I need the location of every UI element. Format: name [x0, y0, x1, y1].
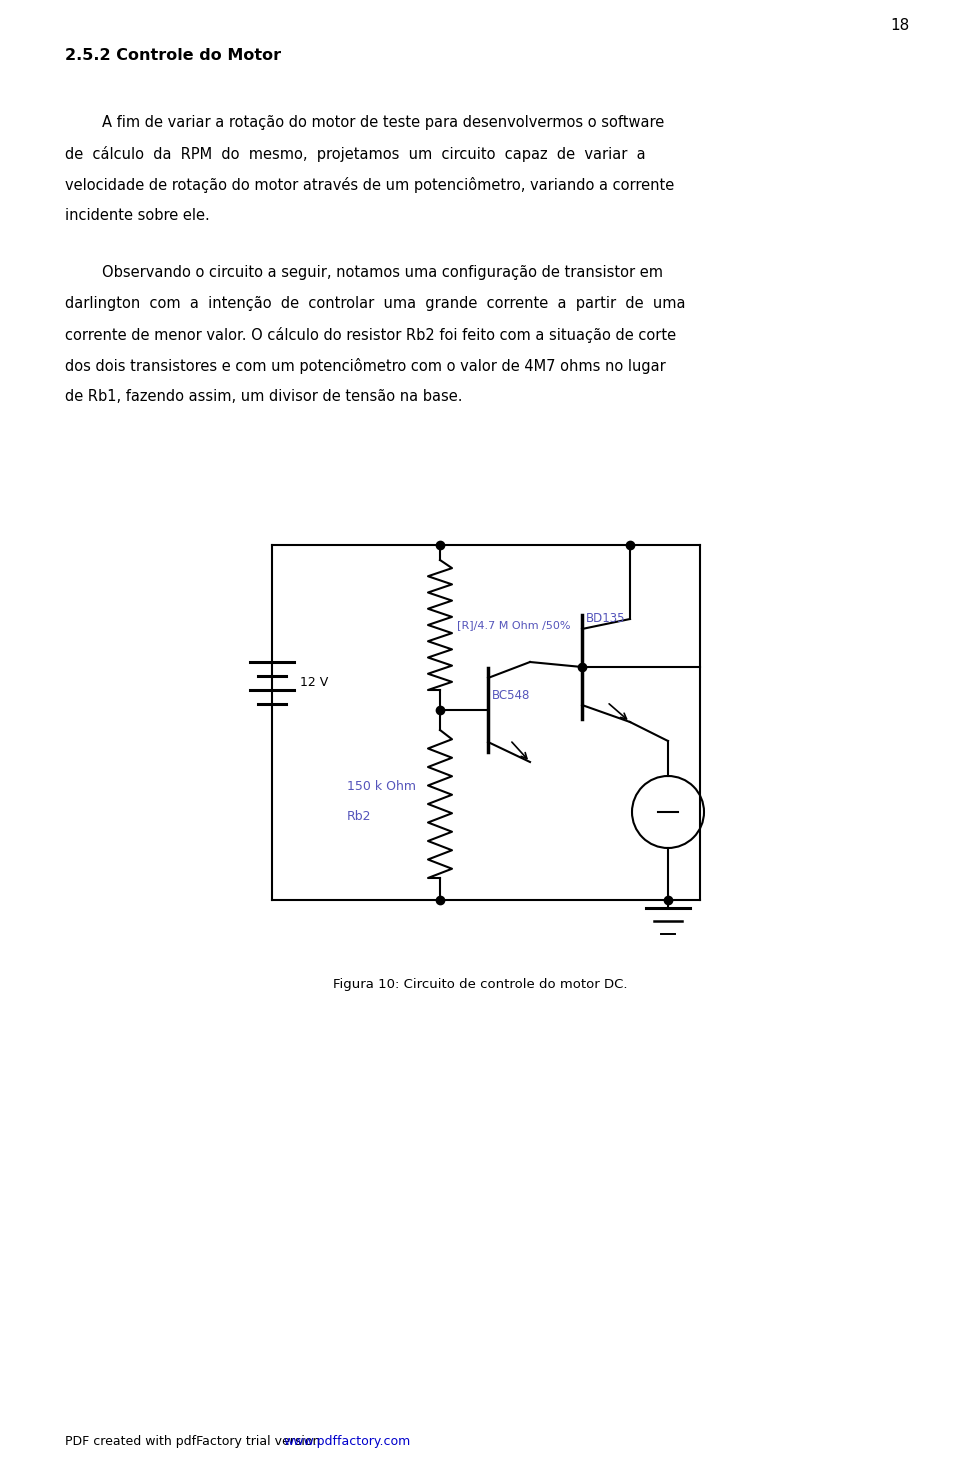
Text: Observando o circuito a seguir, notamos uma configuração de transistor em: Observando o circuito a seguir, notamos … [65, 266, 663, 280]
Text: PDF created with pdfFactory trial version: PDF created with pdfFactory trial versio… [65, 1436, 324, 1447]
Text: A fim de variar a rotação do motor de teste para desenvolvermos o software: A fim de variar a rotação do motor de te… [65, 115, 664, 131]
Text: de  cálculo  da  RPM  do  mesmo,  projetamos  um  circuito  capaz  de  variar  a: de cálculo da RPM do mesmo, projetamos u… [65, 145, 646, 161]
Text: incidente sobre ele.: incidente sobre ele. [65, 208, 209, 223]
Text: Rb2: Rb2 [347, 809, 372, 822]
Text: 12 V: 12 V [300, 677, 328, 690]
Text: 2.5.2 Controle do Motor: 2.5.2 Controle do Motor [65, 48, 281, 63]
Text: BD135: BD135 [586, 612, 626, 625]
Text: velocidade de rotação do motor através de um potenciômetro, variando a corrente: velocidade de rotação do motor através d… [65, 178, 674, 192]
Text: Figura 10: Circuito de controle do motor DC.: Figura 10: Circuito de controle do motor… [333, 978, 627, 991]
Text: 150 k Ohm: 150 k Ohm [347, 780, 416, 793]
Text: dos dois transistores e com um potenciômetro com o valor de 4M7 ohms no lugar: dos dois transistores e com um potenciôm… [65, 358, 665, 374]
Text: de Rb1, fazendo assim, um divisor de tensão na base.: de Rb1, fazendo assim, um divisor de ten… [65, 389, 463, 404]
Text: darlington  com  a  intenção  de  controlar  uma  grande  corrente  a  partir  d: darlington com a intenção de controlar u… [65, 297, 685, 311]
Text: BC548: BC548 [492, 688, 530, 702]
Text: corrente de menor valor. O cálculo do resistor Rb2 foi feito com a situação de c: corrente de menor valor. O cálculo do re… [65, 327, 676, 344]
Text: www.pdffactory.com: www.pdffactory.com [283, 1436, 411, 1447]
Text: [R]/4.7 M Ohm /50%: [R]/4.7 M Ohm /50% [457, 619, 570, 630]
Text: 18: 18 [891, 18, 910, 32]
